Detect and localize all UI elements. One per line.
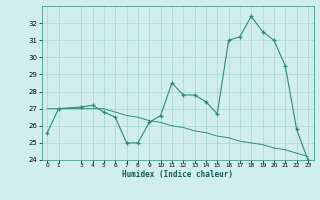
X-axis label: Humidex (Indice chaleur): Humidex (Indice chaleur) [122, 170, 233, 179]
